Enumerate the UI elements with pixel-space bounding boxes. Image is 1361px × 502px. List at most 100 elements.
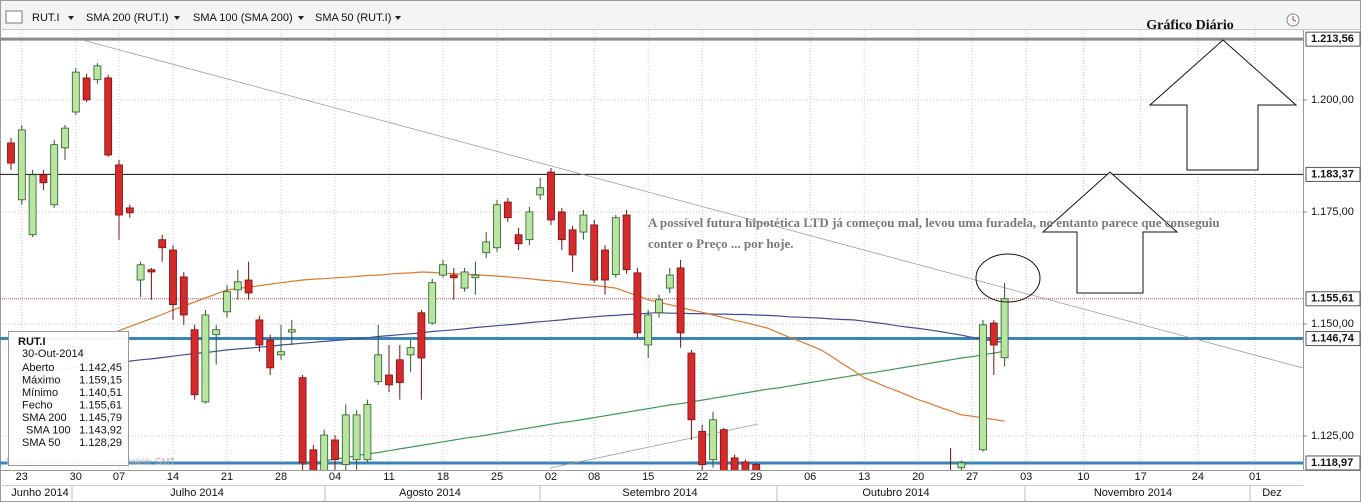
- candle-body: [676, 267, 685, 334]
- candle-body: [39, 174, 48, 184]
- candle-body: [374, 354, 383, 383]
- candle-body: [741, 461, 750, 470]
- legend-entry[interactable]: SMA 100 (SMA 200): [193, 12, 293, 24]
- candle-body: [363, 404, 372, 461]
- x-tick-label: 02: [545, 471, 557, 483]
- x-tick-label: 10: [1077, 471, 1089, 483]
- dropdown-icon[interactable]: [174, 16, 180, 20]
- candle-body: [244, 279, 253, 294]
- candle-body: [320, 434, 329, 470]
- candle-body: [417, 312, 426, 359]
- x-tick-label: 11: [383, 471, 394, 483]
- info-value: 1.128,29: [79, 437, 122, 449]
- candle-body: [298, 377, 307, 464]
- x-tick-label: 17: [1135, 471, 1147, 483]
- candle-body: [341, 414, 350, 466]
- candle-body: [287, 329, 296, 333]
- candle-body: [428, 282, 437, 324]
- sma-line: [10, 312, 1005, 376]
- y-tick-label: 1.125,00: [1311, 430, 1354, 442]
- candle-body: [730, 457, 739, 470]
- candle-body: [622, 214, 631, 271]
- candle-body: [93, 65, 102, 81]
- x-tick-label: 13: [858, 471, 870, 483]
- chart-title: Gráfico Diário: [1146, 18, 1233, 33]
- candle-body: [719, 429, 728, 470]
- candle-body: [601, 249, 609, 281]
- candle-body: [385, 374, 393, 386]
- candle-body: [104, 77, 113, 156]
- candle-body: [752, 464, 761, 470]
- x-tick-label: 30: [70, 471, 82, 483]
- chart-icon[interactable]: [5, 10, 23, 24]
- dropdown-icon[interactable]: [68, 16, 74, 20]
- candle-body: [17, 129, 26, 201]
- info-value: 1.143,92: [79, 424, 122, 436]
- info-label: Fecho: [22, 399, 53, 411]
- legend-entry[interactable]: SMA 200 (RUT.I): [86, 12, 169, 24]
- dropdown-icon[interactable]: [395, 16, 401, 20]
- info-label: Mínimo: [22, 387, 58, 399]
- x-tick-label: 28: [275, 471, 287, 483]
- info-box-frame: [8, 331, 129, 466]
- toolbar: [1, 1, 1360, 29]
- sma-line: [107, 271, 1005, 422]
- x-tick-label: 01: [1249, 471, 1261, 483]
- x-tick-label: 08: [588, 471, 600, 483]
- candle-body: [190, 329, 199, 396]
- level-label: 1.155,61: [1311, 293, 1354, 305]
- x-tick-label: 03: [1020, 471, 1032, 483]
- arrow-up: [1041, 171, 1179, 294]
- candle-body: [331, 439, 339, 461]
- month-label: Dez: [1262, 487, 1282, 499]
- level-label-box: [1305, 31, 1361, 47]
- info-label: SMA 100: [26, 424, 71, 436]
- candle-body: [709, 419, 717, 461]
- trend-line: [74, 37, 1304, 369]
- candle-body: [125, 207, 134, 214]
- level-label-box: [1305, 331, 1361, 347]
- info-date: 30-Out-2014: [22, 348, 84, 360]
- x-tick-label: 20: [912, 471, 924, 483]
- annotation: conter o Preço ... por hoje.: [648, 236, 794, 251]
- x-tick-label: 04: [329, 471, 341, 483]
- candle-body: [644, 314, 653, 346]
- x-tick-label: 25: [491, 471, 503, 483]
- candle-body: [687, 352, 696, 421]
- x-tick-label: 22: [696, 471, 708, 483]
- candle-body: [158, 239, 167, 249]
- info-value: 1.145,79: [79, 412, 122, 424]
- info-value: 1.159,15: [79, 374, 122, 386]
- info-label: Máximo: [22, 374, 61, 386]
- legend-entry[interactable]: SMA 50 (RUT.I): [315, 12, 391, 24]
- candle-body: [449, 274, 458, 279]
- x-tick-label: 15: [642, 471, 654, 483]
- x-tick-label: 24: [1192, 471, 1204, 483]
- x-tick-label: 14: [167, 471, 179, 483]
- candle-body: [979, 324, 987, 451]
- x-tick-label: 21: [221, 471, 233, 483]
- candle-body: [28, 174, 37, 236]
- level-label: 1.183,37: [1311, 168, 1354, 180]
- info-value: 1.140,51: [79, 387, 122, 399]
- candle-body: [352, 414, 361, 461]
- level-label: 1.213,56: [1311, 33, 1354, 45]
- candle-body: [503, 201, 512, 219]
- candle-body: [590, 224, 599, 281]
- candle-body: [395, 359, 404, 384]
- candle-body: [439, 264, 447, 276]
- candle-body: [989, 322, 998, 346]
- candle-body: [525, 211, 534, 241]
- info-label: Aberto: [22, 362, 54, 374]
- symbol-label[interactable]: RUT.I: [32, 12, 60, 24]
- candle-body: [179, 276, 188, 316]
- x-tick-label: 18: [437, 471, 449, 483]
- candle-body: [212, 329, 221, 336]
- candle-body: [633, 272, 642, 334]
- candle-body: [665, 274, 674, 289]
- dropdown-icon[interactable]: [298, 16, 304, 20]
- info-box: RUT.I30-Out-2014 Aberto 1.142,45 Máximo 1.15…: [8, 331, 129, 466]
- highlight-circle: [975, 253, 1041, 303]
- level-label: 1.146,74: [1311, 332, 1355, 344]
